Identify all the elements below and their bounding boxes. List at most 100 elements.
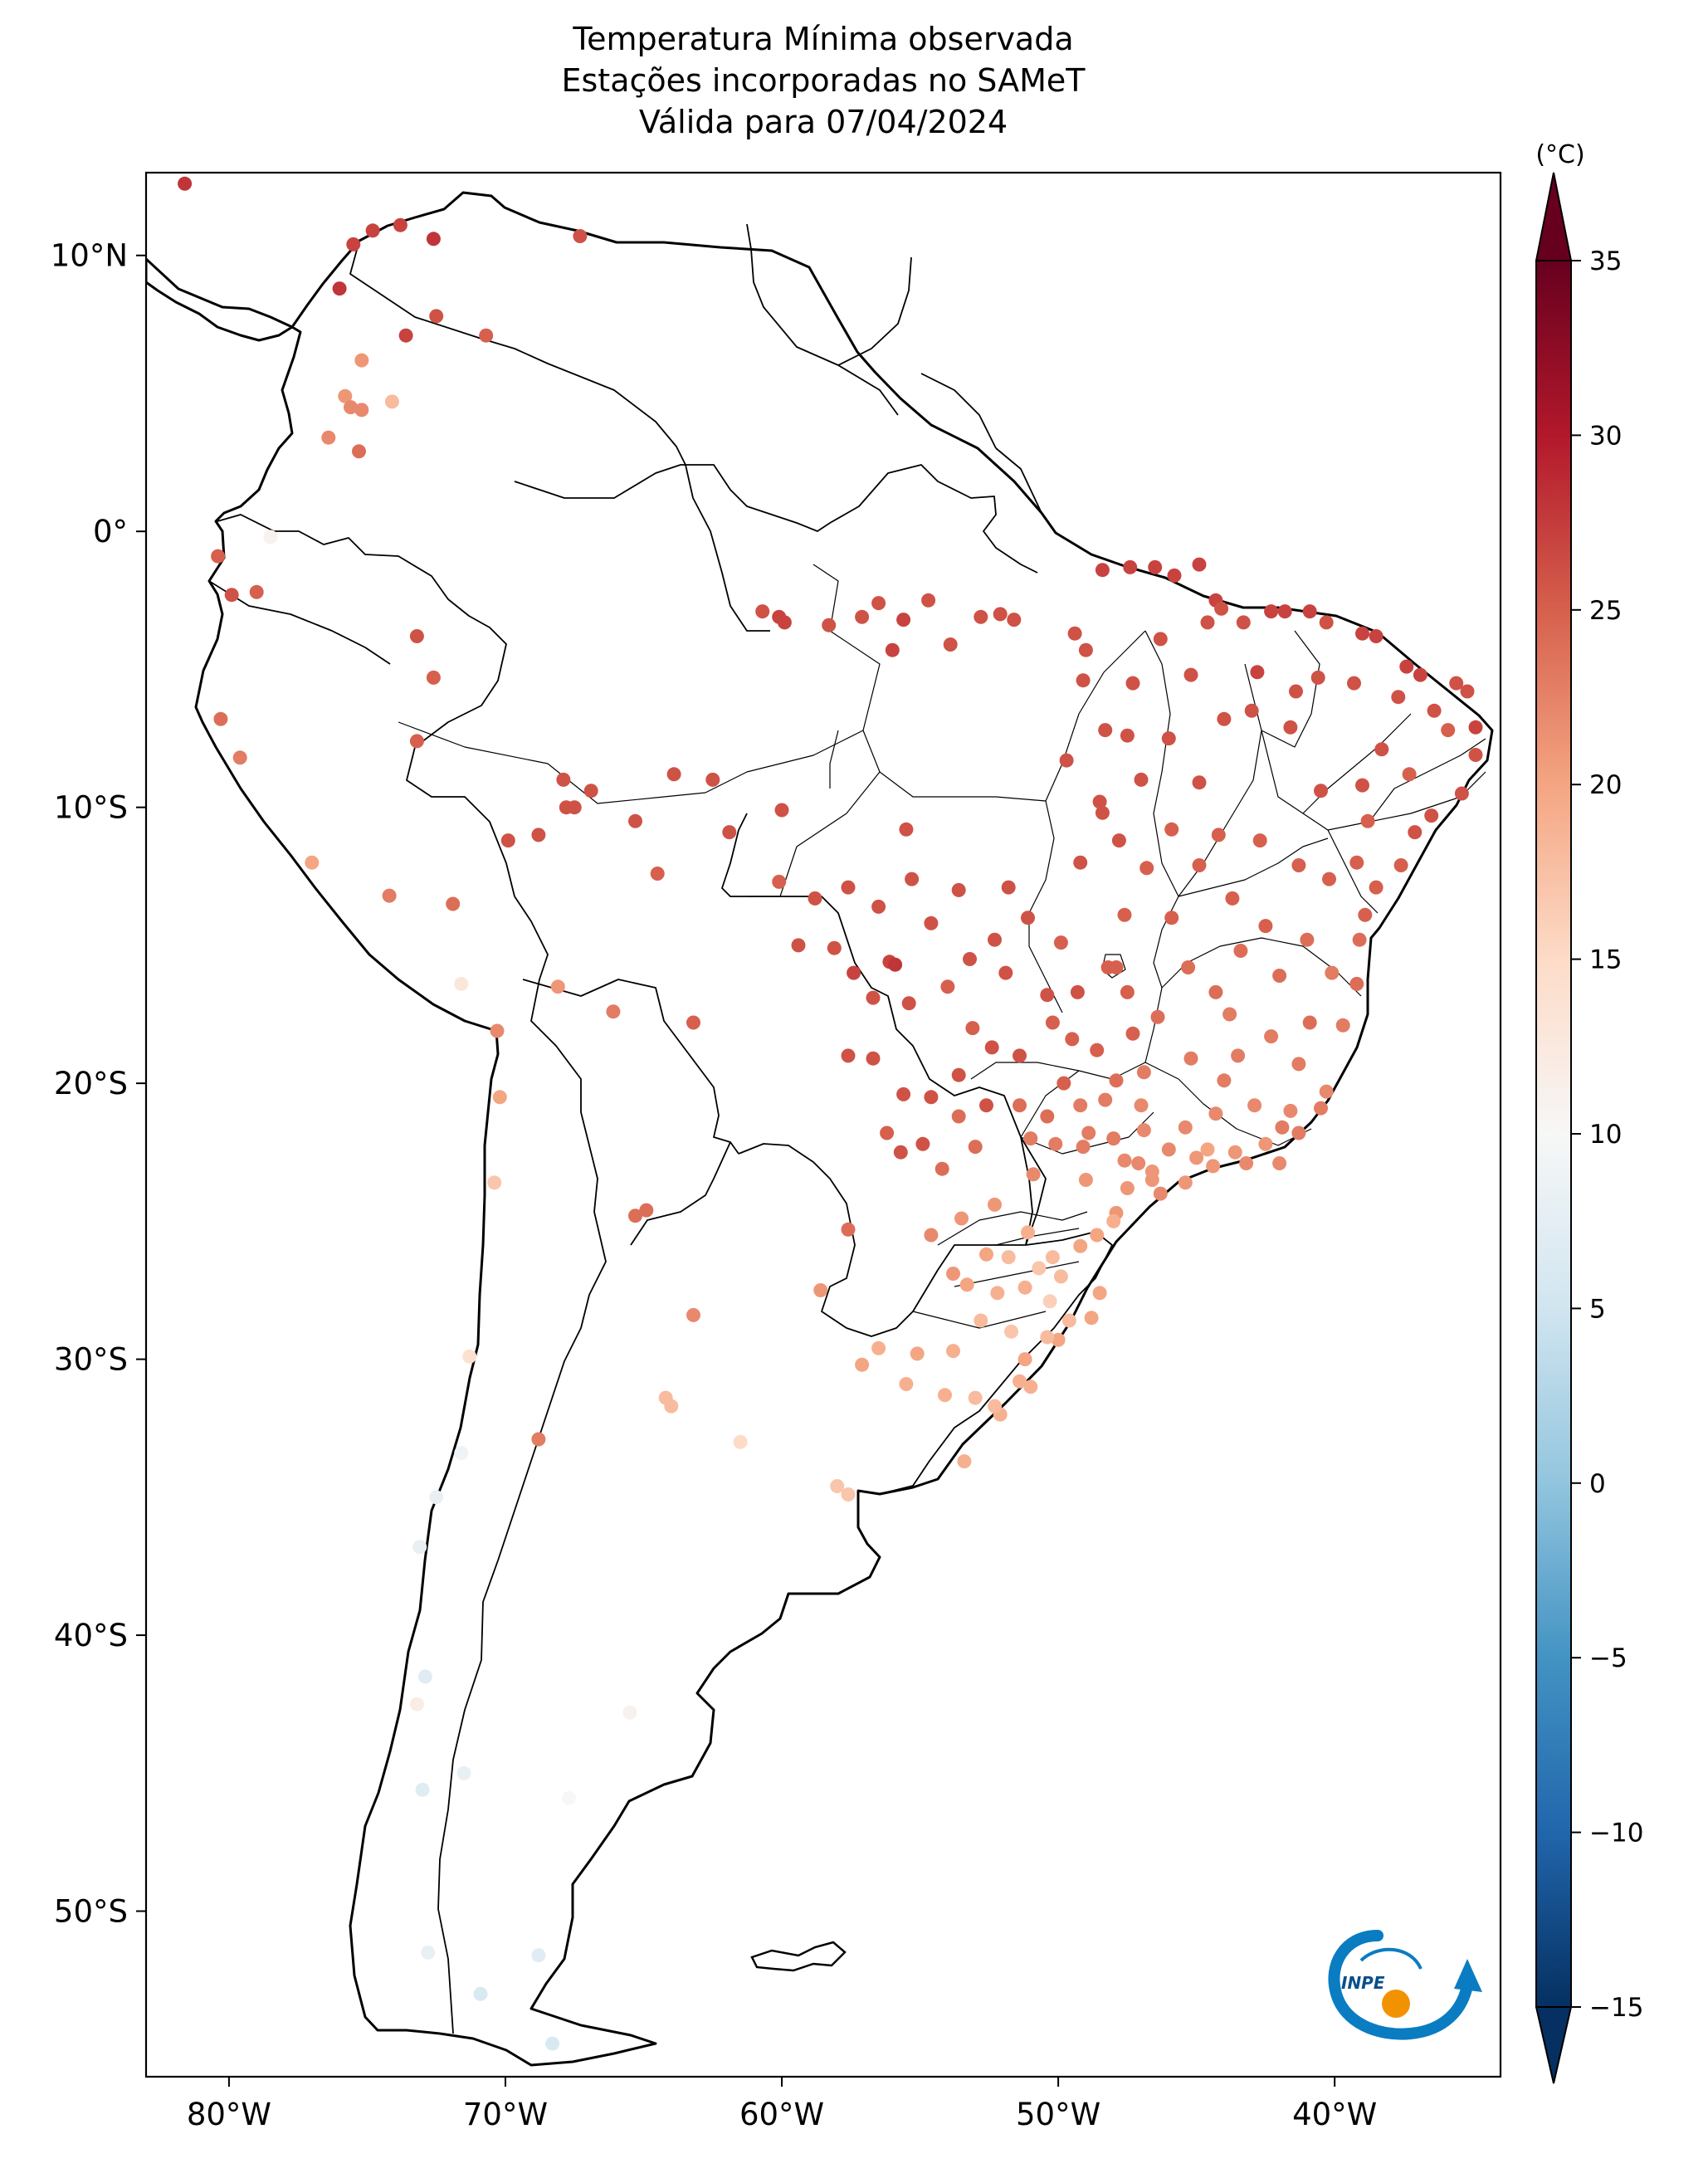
lat-tick-label: 20°S bbox=[54, 1066, 128, 1101]
station-point bbox=[321, 430, 336, 445]
station-point bbox=[1023, 1131, 1038, 1146]
station-point bbox=[871, 899, 886, 914]
colorbar-tick-label: 0 bbox=[1589, 1469, 1606, 1499]
station-point bbox=[855, 609, 870, 624]
station-point bbox=[1125, 676, 1140, 691]
station-point bbox=[354, 353, 369, 368]
station-point bbox=[1233, 944, 1248, 958]
station-point bbox=[993, 607, 1008, 622]
station-point bbox=[988, 1399, 1002, 1414]
station-point bbox=[429, 309, 444, 324]
logo-orange-dot bbox=[1382, 1990, 1410, 2018]
station-point bbox=[573, 229, 588, 243]
station-point bbox=[808, 891, 822, 906]
station-point bbox=[1023, 1379, 1038, 1394]
station-point bbox=[871, 1340, 886, 1355]
station-point bbox=[531, 828, 546, 842]
station-point bbox=[722, 825, 737, 840]
station-point bbox=[1125, 1026, 1140, 1041]
station-point bbox=[1021, 1225, 1035, 1240]
station-point bbox=[462, 1349, 477, 1364]
station-point bbox=[1258, 1136, 1273, 1151]
station-point bbox=[885, 642, 900, 657]
station-point bbox=[1040, 988, 1055, 1003]
station-point bbox=[1208, 1106, 1223, 1121]
station-point bbox=[1217, 1073, 1232, 1088]
station-point bbox=[1084, 1311, 1099, 1326]
station-point bbox=[822, 618, 837, 632]
station-point bbox=[1225, 891, 1240, 906]
station-point bbox=[1051, 1332, 1066, 1347]
station-point bbox=[1004, 1324, 1018, 1339]
station-point bbox=[409, 1697, 424, 1712]
colorbar-tick-label: −10 bbox=[1589, 1819, 1643, 1848]
map-frame bbox=[144, 171, 1502, 2078]
station-point bbox=[1111, 833, 1126, 848]
station-point bbox=[1090, 1228, 1105, 1243]
colorbar-gradient bbox=[1535, 260, 1572, 2008]
station-point bbox=[409, 629, 424, 643]
colorbar-tick-label: −5 bbox=[1589, 1643, 1627, 1673]
station-point bbox=[1360, 813, 1375, 828]
station-point bbox=[487, 1175, 502, 1190]
station-point bbox=[1095, 563, 1110, 578]
south-america-coastline bbox=[146, 191, 1494, 2067]
station-point bbox=[224, 588, 239, 603]
station-point bbox=[456, 1765, 471, 1780]
station-point bbox=[1258, 919, 1273, 934]
station-point bbox=[1013, 1374, 1027, 1389]
station-point bbox=[896, 613, 911, 627]
station-point bbox=[446, 896, 461, 911]
station-point bbox=[1150, 1009, 1165, 1024]
station-point bbox=[354, 403, 369, 418]
station-point bbox=[1227, 1145, 1242, 1160]
colorbar-extend-max bbox=[1535, 172, 1573, 261]
station-point bbox=[686, 1307, 700, 1322]
station-point bbox=[384, 394, 399, 409]
station-point bbox=[1134, 1098, 1149, 1113]
station-point bbox=[1073, 1238, 1088, 1253]
title-line-2: Estações incorporadas no SAMeT bbox=[561, 62, 1086, 99]
station-point bbox=[417, 1669, 432, 1684]
station-points bbox=[178, 176, 1483, 2051]
station-point bbox=[1021, 911, 1035, 925]
station-point bbox=[1109, 1073, 1124, 1088]
station-point bbox=[531, 1432, 546, 1447]
station-point bbox=[1358, 907, 1373, 922]
station-point bbox=[415, 1782, 430, 1797]
lat-tick-label: 0° bbox=[93, 514, 128, 549]
station-point bbox=[622, 1705, 637, 1720]
station-point bbox=[1073, 1098, 1088, 1113]
station-point bbox=[1325, 965, 1340, 980]
station-point bbox=[1120, 1181, 1135, 1195]
station-point bbox=[1067, 626, 1082, 641]
colorbar-tick-label: 35 bbox=[1589, 247, 1622, 276]
station-point bbox=[910, 1346, 925, 1361]
station-point bbox=[1449, 676, 1464, 691]
station-point bbox=[454, 1446, 469, 1461]
station-point bbox=[1161, 1142, 1176, 1157]
station-point bbox=[393, 217, 407, 232]
station-point bbox=[1090, 1043, 1105, 1057]
station-point bbox=[1192, 557, 1207, 572]
station-point bbox=[1319, 1084, 1334, 1099]
station-point bbox=[1277, 604, 1292, 619]
station-point bbox=[352, 444, 366, 459]
station-point bbox=[305, 855, 320, 870]
station-point bbox=[893, 1145, 908, 1160]
station-point bbox=[263, 530, 278, 544]
station-point bbox=[866, 990, 881, 1005]
station-point bbox=[1289, 684, 1303, 699]
station-point bbox=[338, 388, 353, 403]
station-point bbox=[1391, 690, 1406, 705]
station-point bbox=[1349, 976, 1364, 991]
station-point bbox=[1017, 1352, 1032, 1367]
station-point bbox=[1239, 1156, 1254, 1170]
map-title: Temperatura Mínima observada Estações in… bbox=[146, 18, 1501, 143]
station-point bbox=[988, 932, 1002, 947]
station-point bbox=[1208, 984, 1223, 999]
station-point bbox=[896, 1086, 911, 1101]
station-point bbox=[1424, 808, 1439, 823]
station-point bbox=[1222, 1007, 1237, 1022]
station-point bbox=[1347, 676, 1361, 691]
